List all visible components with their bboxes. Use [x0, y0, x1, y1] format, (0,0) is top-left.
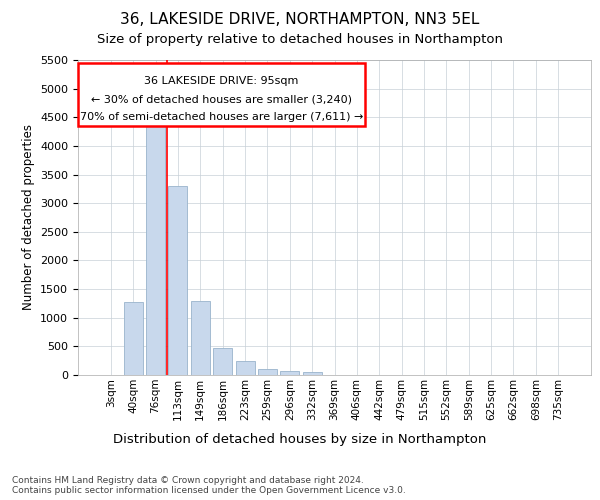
Text: 36, LAKESIDE DRIVE, NORTHAMPTON, NN3 5EL: 36, LAKESIDE DRIVE, NORTHAMPTON, NN3 5EL — [121, 12, 479, 28]
Bar — [124, 302, 143, 375]
Bar — [78, 63, 365, 126]
Bar — [146, 126, 165, 375]
Text: ← 30% of detached houses are smaller (3,240): ← 30% of detached houses are smaller (3,… — [91, 94, 352, 104]
Text: Distribution of detached houses by size in Northampton: Distribution of detached houses by size … — [113, 432, 487, 446]
Text: 70% of semi-detached houses are larger (7,611) →: 70% of semi-detached houses are larger (… — [80, 112, 364, 122]
Text: 36 LAKESIDE DRIVE: 95sqm: 36 LAKESIDE DRIVE: 95sqm — [145, 76, 299, 86]
Bar — [302, 372, 322, 375]
Bar — [213, 348, 232, 375]
Bar — [280, 370, 299, 375]
Bar — [258, 368, 277, 375]
Bar — [191, 300, 210, 375]
Bar — [236, 362, 254, 375]
Text: Size of property relative to detached houses in Northampton: Size of property relative to detached ho… — [97, 32, 503, 46]
Y-axis label: Number of detached properties: Number of detached properties — [22, 124, 35, 310]
Bar — [169, 186, 187, 375]
Text: Contains HM Land Registry data © Crown copyright and database right 2024.
Contai: Contains HM Land Registry data © Crown c… — [12, 476, 406, 495]
